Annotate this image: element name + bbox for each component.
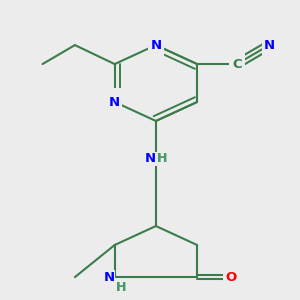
- Text: O: O: [225, 271, 237, 284]
- Text: N: N: [103, 271, 115, 284]
- Text: H: H: [116, 281, 127, 295]
- Text: N: N: [145, 152, 156, 165]
- Text: N: N: [150, 39, 161, 52]
- Text: N: N: [264, 39, 275, 52]
- Text: O: O: [225, 271, 237, 284]
- Text: N: N: [145, 152, 156, 165]
- Text: H: H: [116, 281, 127, 295]
- Text: N: N: [103, 271, 115, 284]
- Text: N: N: [109, 95, 120, 109]
- Text: C: C: [232, 58, 242, 70]
- Text: N: N: [109, 95, 120, 109]
- Text: H: H: [158, 152, 168, 165]
- Text: H: H: [158, 152, 168, 165]
- Text: N: N: [264, 39, 275, 52]
- Text: N: N: [150, 39, 161, 52]
- Text: C: C: [232, 58, 242, 70]
